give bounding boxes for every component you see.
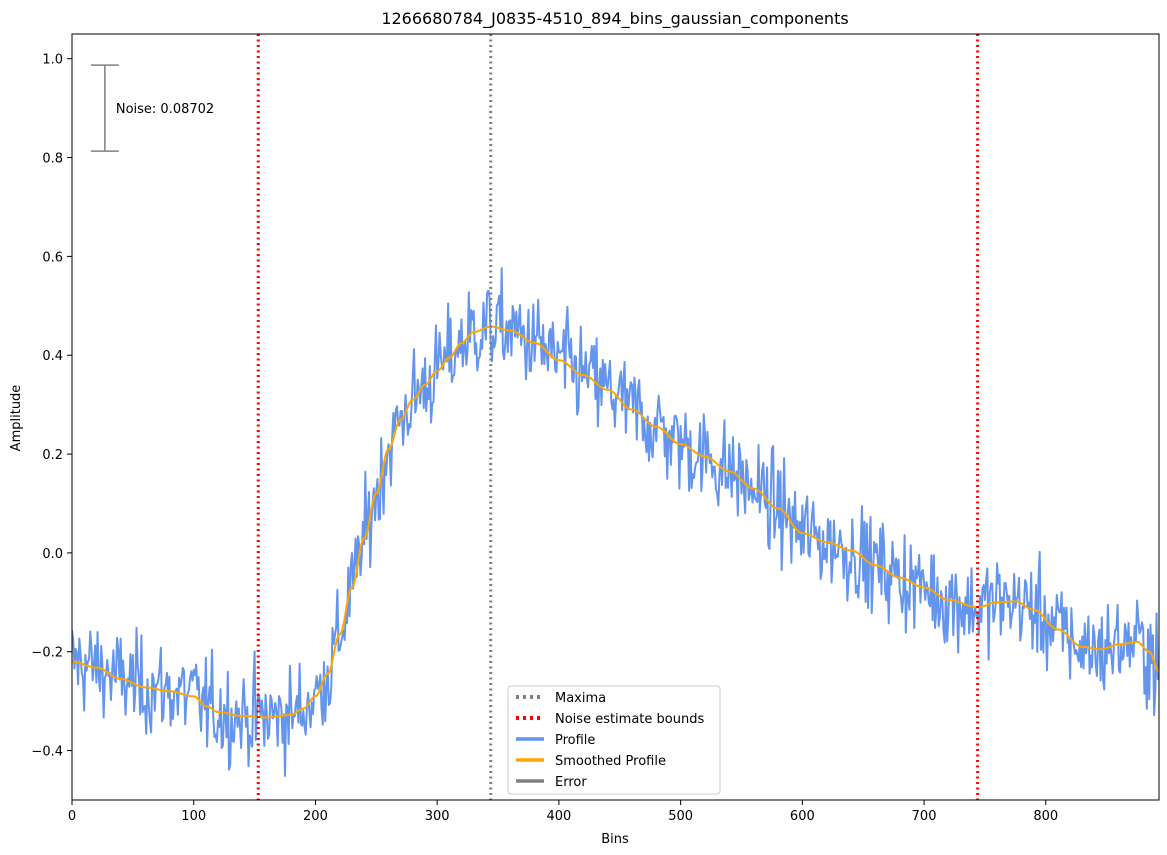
plot-area: Noise: 0.08702 (71, 33, 1160, 801)
x-tick-label: 200 (303, 809, 328, 824)
legend-box (507, 685, 721, 795)
legend-label-4: Error (555, 775, 587, 790)
y-tick-label: 0.4 (42, 349, 63, 364)
series-profile (72, 267, 1159, 777)
y-tick-label: −0.4 (31, 745, 63, 760)
y-axis-label: Amplitude (9, 385, 24, 452)
legend-label-3: Smoothed Profile (555, 754, 666, 769)
legend-label-0: Maxima (555, 691, 606, 706)
series-smoothed-profile (72, 325, 1159, 719)
y-axis-ticks: −0.4 −0.2 0.0 0.2 0.4 0.6 0.8 1.0 (31, 53, 72, 760)
x-tick-label: 500 (668, 809, 693, 824)
legend-label-2: Profile (555, 733, 595, 748)
x-tick-label: 0 (68, 809, 76, 824)
x-tick-label: 300 (425, 809, 450, 824)
x-tick-label: 700 (912, 809, 937, 824)
y-tick-label: 1.0 (42, 53, 63, 68)
plot-frame (71, 33, 1160, 801)
x-axis-label: Bins (601, 832, 629, 847)
legend-label-1: Noise estimate bounds (555, 712, 704, 727)
y-tick-label: 0.0 (42, 547, 63, 562)
y-tick-label: −0.2 (31, 646, 63, 661)
legend: Maxima Noise estimate bounds Profile Smooth… (507, 685, 721, 795)
chart-title: 1266680784_J0835-4510_894_bins_gaussian_… (381, 9, 848, 29)
x-tick-label: 800 (1033, 809, 1058, 824)
x-tick-label: 400 (546, 809, 571, 824)
y-tick-label: 0.2 (42, 448, 63, 463)
y-tick-label: 0.8 (42, 152, 63, 167)
x-axis-ticks: 0 100 200 300 400 500 600 700 800 (68, 800, 1058, 824)
x-tick-label: 600 (790, 809, 815, 824)
x-tick-label: 100 (181, 809, 206, 824)
y-tick-label: 0.6 (42, 250, 63, 265)
noise-label: Noise: 0.08702 (116, 102, 214, 117)
